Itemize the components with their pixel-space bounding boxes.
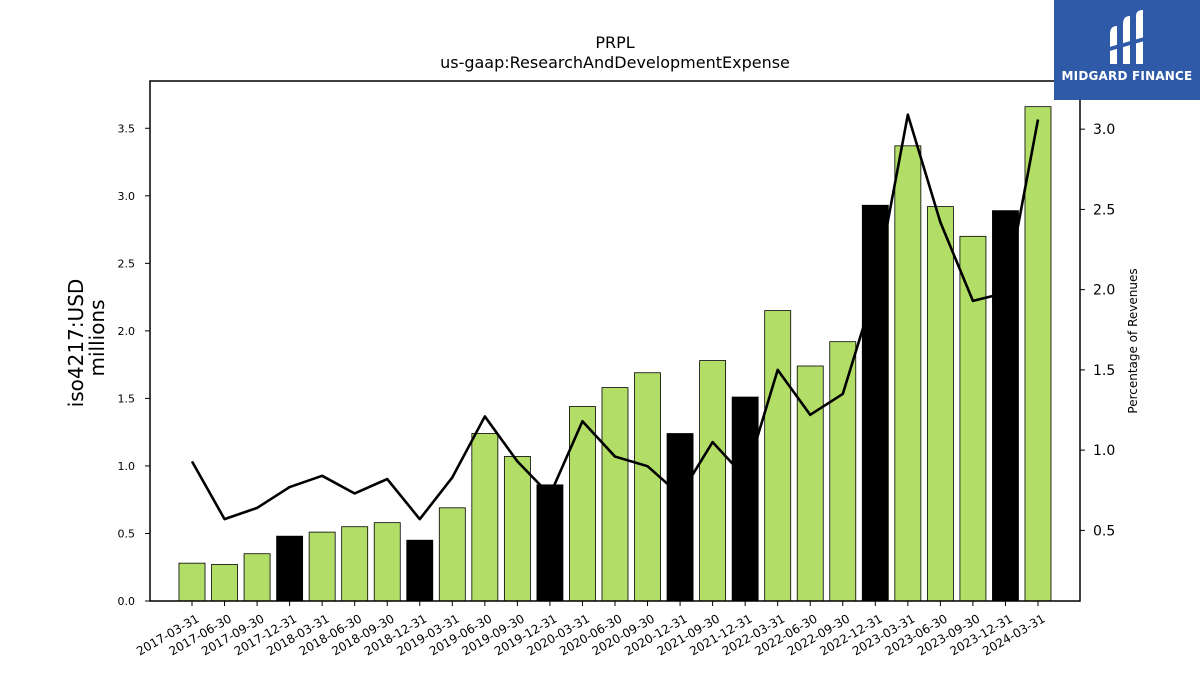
bars <box>178 106 1052 602</box>
left-tick-label: 1.0 <box>118 460 136 473</box>
bar-2023-03-31 <box>894 145 922 602</box>
bar-2020-09-30 <box>634 372 661 602</box>
bar-2021-09-30 <box>699 360 727 602</box>
bar-2023-09-30 <box>959 235 987 602</box>
bar-2023-06-30 <box>926 206 954 602</box>
right-tick-label: 2.5 <box>1093 202 1115 218</box>
left-axis-label-line1: iso4217:USD <box>64 279 88 408</box>
left-tick-label: 0.0 <box>118 595 136 608</box>
left-tick-label: 2.5 <box>118 257 136 270</box>
right-tick-label: 1.5 <box>1093 363 1115 379</box>
bar-2023-12-31 <box>992 210 1019 602</box>
bar-2022-06-30 <box>796 365 824 602</box>
bar-2022-03-31 <box>764 310 792 602</box>
left-tick-label: 1.5 <box>118 392 136 405</box>
right-axis: 0.5 1.0 1.5 2.0 2.5 3.0 <box>1080 122 1115 539</box>
midgard-logo-icon <box>1106 10 1148 64</box>
bar-2021-12-31 <box>731 396 759 602</box>
left-axis-label-line2: millions <box>85 299 109 376</box>
right-tick-label: 1.0 <box>1093 443 1115 459</box>
x-axis: 2017-03-312017-06-302017-09-302017-12-31… <box>134 601 1048 658</box>
bar-2017-12-31 <box>276 535 304 602</box>
bar-2018-12-31 <box>406 539 434 602</box>
bar-2020-12-31 <box>666 433 694 602</box>
chart-subtitle: us-gaap:ResearchAndDevelopmentExpense <box>440 53 790 72</box>
bar-2017-06-30 <box>211 564 238 602</box>
percentage-line <box>190 113 1040 521</box>
bar-2018-06-30 <box>341 526 369 602</box>
bar-2022-12-31 <box>861 204 889 602</box>
right-tick-label: 0.5 <box>1093 523 1115 539</box>
bar-2019-03-31 <box>438 507 466 602</box>
bar-2020-06-30 <box>601 387 629 602</box>
bar-2020-03-31 <box>569 406 596 602</box>
bar-2019-12-31 <box>536 484 564 602</box>
right-axis-label: Percentage of Revenues <box>1126 268 1140 413</box>
bar-2022-09-30 <box>829 341 857 602</box>
bar-2024-03-31 <box>1024 106 1052 602</box>
left-tick-label: 3.5 <box>118 122 136 135</box>
logo-text: MIDGARD FINANCE <box>1061 69 1193 83</box>
left-tick-label: 2.0 <box>118 325 136 338</box>
chart-title: PRPL <box>595 33 634 52</box>
right-tick-label: 3.0 <box>1093 122 1115 138</box>
bar-2017-03-31 <box>178 562 206 602</box>
left-tick-label: 0.5 <box>118 527 136 540</box>
bar-2019-09-30 <box>503 456 531 602</box>
right-tick-label: 2.0 <box>1093 283 1115 299</box>
left-axis: 0.0 0.5 1.0 1.5 2.0 2.5 3.0 3.5 <box>118 122 150 608</box>
bar-2019-06-30 <box>471 433 499 602</box>
left-tick-label: 3.0 <box>118 190 136 203</box>
bar-2018-03-31 <box>308 531 336 602</box>
brand-logo: MIDGARD FINANCE <box>1054 0 1200 100</box>
bar-2017-09-30 <box>243 553 271 602</box>
bar-2018-09-30 <box>373 522 401 602</box>
